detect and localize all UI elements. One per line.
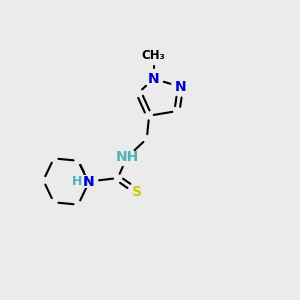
Text: S: S	[133, 185, 142, 199]
Text: N: N	[148, 72, 160, 86]
Bar	[134, 185, 142, 198]
Text: N: N	[83, 175, 94, 188]
Bar	[85, 175, 93, 188]
Text: CH₃: CH₃	[142, 49, 166, 62]
Bar	[121, 151, 134, 164]
Text: H: H	[72, 175, 82, 188]
Bar	[147, 49, 160, 62]
Bar	[72, 175, 92, 188]
Bar	[150, 72, 158, 85]
Text: NH: NH	[116, 150, 139, 164]
Text: H: H	[83, 175, 94, 188]
Text: N: N	[175, 80, 186, 94]
Bar	[176, 80, 184, 93]
